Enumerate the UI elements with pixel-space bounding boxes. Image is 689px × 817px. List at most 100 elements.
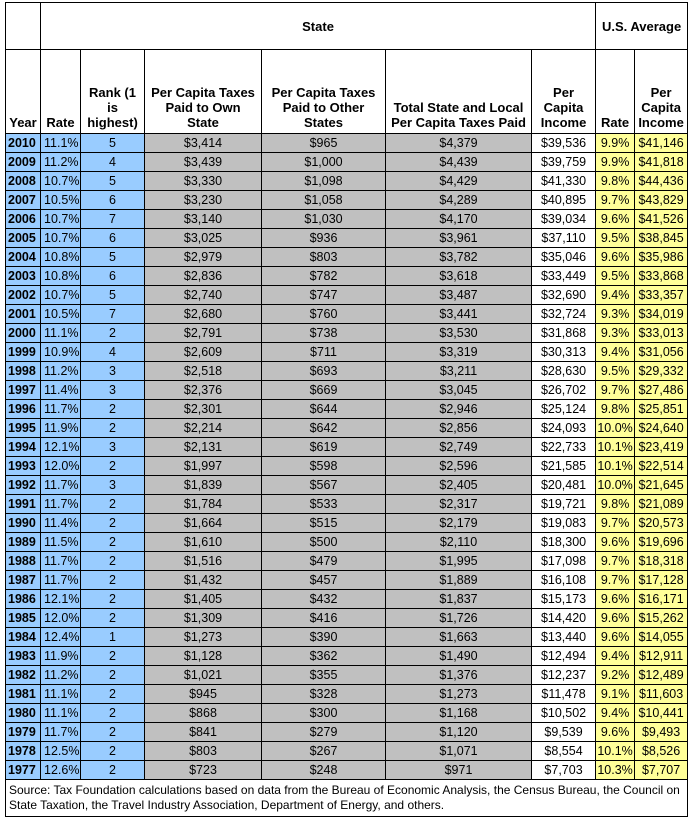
cell-per-capita-income: $15,173 xyxy=(530,589,597,609)
cell-us-per-capita-income: $21,089 xyxy=(634,494,689,514)
cell-us-per-capita-income: $17,128 xyxy=(634,570,689,590)
cell-total-taxes: $4,170 xyxy=(385,209,532,229)
cell-us-rate: 9.5% xyxy=(595,361,636,381)
table-row: 1983 11.9% 2 $1,128 $362 $1,490 $12,494 9.4% $12… xyxy=(5,646,689,666)
cell-rate: 11.7% xyxy=(40,399,81,419)
cell-taxes-other-states: $1,030 xyxy=(261,209,386,229)
cell-per-capita-income: $28,630 xyxy=(530,361,597,381)
cell-taxes-own-state: $2,518 xyxy=(144,361,262,381)
cell-taxes-own-state: $3,140 xyxy=(144,209,262,229)
cell-us-per-capita-income: $34,019 xyxy=(634,304,689,324)
table-row: 1993 12.0% 2 $1,997 $598 $2,596 $21,585 10.1% $2… xyxy=(5,456,689,476)
cell-year: 2010 xyxy=(5,133,41,153)
table-row: 1992 11.7% 3 $1,839 $567 $2,405 $20,481 10.0% $2… xyxy=(5,475,689,495)
cell-taxes-own-state: $2,836 xyxy=(144,266,262,286)
cell-rank: 2 xyxy=(80,741,145,761)
table-row: 1988 11.7% 2 $1,516 $479 $1,995 $17,098 9.7% $18… xyxy=(5,551,689,571)
header-blank xyxy=(5,2,41,50)
cell-total-taxes: $1,889 xyxy=(385,570,532,590)
cell-rate: 10.9% xyxy=(40,342,81,362)
cell-us-rate: 9.8% xyxy=(595,399,636,419)
cell-taxes-other-states: $300 xyxy=(261,703,386,723)
cell-taxes-other-states: $479 xyxy=(261,551,386,571)
cell-us-per-capita-income: $38,845 xyxy=(634,228,689,248)
cell-us-rate: 10.1% xyxy=(595,437,636,457)
table-row: 1978 12.5% 2 $803 $267 $1,071 $8,554 10.1% $8,52… xyxy=(5,741,689,761)
tax-burden-table: State U.S. Average Year Rate Rank (1 is hi… xyxy=(4,2,689,817)
cell-us-per-capita-income: $23,419 xyxy=(634,437,689,457)
cell-year: 2002 xyxy=(5,285,41,305)
cell-us-per-capita-income: $41,146 xyxy=(634,133,689,153)
cell-per-capita-income: $12,494 xyxy=(530,646,597,666)
cell-taxes-other-states: $965 xyxy=(261,133,386,153)
cell-rank: 7 xyxy=(80,304,145,324)
cell-per-capita-income: $9,539 xyxy=(530,722,597,742)
cell-total-taxes: $1,663 xyxy=(385,627,532,647)
cell-us-per-capita-income: $29,332 xyxy=(634,361,689,381)
cell-taxes-other-states: $390 xyxy=(261,627,386,647)
cell-taxes-own-state: $1,405 xyxy=(144,589,262,609)
cell-us-per-capita-income: $20,573 xyxy=(634,513,689,533)
cell-per-capita-income: $32,724 xyxy=(530,304,597,324)
cell-total-taxes: $3,961 xyxy=(385,228,532,248)
table-row: 1979 11.7% 2 $841 $279 $1,120 $9,539 9.6% $9,493 xyxy=(5,722,689,742)
cell-per-capita-income: $39,034 xyxy=(530,209,597,229)
cell-per-capita-income: $7,703 xyxy=(530,760,597,780)
table-row: 1977 12.6% 2 $723 $248 $971 $7,703 10.3% $7,707 xyxy=(5,760,689,780)
cell-us-per-capita-income: $9,493 xyxy=(634,722,689,742)
table-row: 1981 11.1% 2 $945 $328 $1,273 $11,478 9.1% $11,6… xyxy=(5,684,689,704)
cell-year: 2007 xyxy=(5,190,41,210)
column-header-rate: Rate xyxy=(40,49,81,134)
cell-per-capita-income: $22,733 xyxy=(530,437,597,457)
cell-rank: 2 xyxy=(80,646,145,666)
cell-taxes-own-state: $1,784 xyxy=(144,494,262,514)
cell-per-capita-income: $10,502 xyxy=(530,703,597,723)
cell-us-per-capita-income: $35,986 xyxy=(634,247,689,267)
cell-rate: 11.4% xyxy=(40,380,81,400)
cell-rate: 11.7% xyxy=(40,494,81,514)
cell-rank: 5 xyxy=(80,285,145,305)
cell-rate: 10.8% xyxy=(40,247,81,267)
table-row: 1986 12.1% 2 $1,405 $432 $1,837 $15,173 9.6% $16… xyxy=(5,589,689,609)
cell-total-taxes: $4,429 xyxy=(385,171,532,191)
cell-taxes-other-states: $1,058 xyxy=(261,190,386,210)
cell-taxes-other-states: $533 xyxy=(261,494,386,514)
cell-total-taxes: $3,045 xyxy=(385,380,532,400)
cell-rank: 5 xyxy=(80,171,145,191)
cell-us-per-capita-income: $19,696 xyxy=(634,532,689,552)
cell-year: 1986 xyxy=(5,589,41,609)
table-row: 2009 11.2% 4 $3,439 $1,000 $4,439 $39,759 9.9% $… xyxy=(5,152,689,172)
cell-taxes-own-state: $2,301 xyxy=(144,399,262,419)
cell-rank: 5 xyxy=(80,247,145,267)
cell-rate: 11.1% xyxy=(40,684,81,704)
cell-taxes-other-states: $355 xyxy=(261,665,386,685)
cell-us-rate: 9.8% xyxy=(595,494,636,514)
table-row: 2008 10.7% 5 $3,330 $1,098 $4,429 $41,330 9.8% $… xyxy=(5,171,689,191)
cell-year: 2001 xyxy=(5,304,41,324)
column-header-us-per-capita-income: Per Capita Income xyxy=(634,49,689,134)
cell-taxes-own-state: $3,025 xyxy=(144,228,262,248)
cell-total-taxes: $2,596 xyxy=(385,456,532,476)
cell-us-per-capita-income: $44,436 xyxy=(634,171,689,191)
cell-us-rate: 9.6% xyxy=(595,722,636,742)
cell-year: 1982 xyxy=(5,665,41,685)
cell-us-rate: 9.7% xyxy=(595,551,636,571)
cell-us-per-capita-income: $33,868 xyxy=(634,266,689,286)
cell-us-per-capita-income: $14,055 xyxy=(634,627,689,647)
cell-taxes-other-states: $457 xyxy=(261,570,386,590)
table-row: 1991 11.7% 2 $1,784 $533 $2,317 $19,721 9.8% $21… xyxy=(5,494,689,514)
cell-year: 1981 xyxy=(5,684,41,704)
cell-rate: 11.4% xyxy=(40,513,81,533)
cell-us-rate: 9.7% xyxy=(595,190,636,210)
cell-year: 1996 xyxy=(5,399,41,419)
cell-rank: 2 xyxy=(80,703,145,723)
cell-taxes-other-states: $1,000 xyxy=(261,152,386,172)
column-header-us-rate: Rate xyxy=(595,49,636,134)
table-row: 1999 10.9% 4 $2,609 $711 $3,319 $30,313 9.4% $31… xyxy=(5,342,689,362)
cell-per-capita-income: $12,237 xyxy=(530,665,597,685)
cell-taxes-other-states: $432 xyxy=(261,589,386,609)
cell-per-capita-income: $14,420 xyxy=(530,608,597,628)
cell-taxes-other-states: $711 xyxy=(261,342,386,362)
cell-year: 1992 xyxy=(5,475,41,495)
cell-rank: 2 xyxy=(80,551,145,571)
